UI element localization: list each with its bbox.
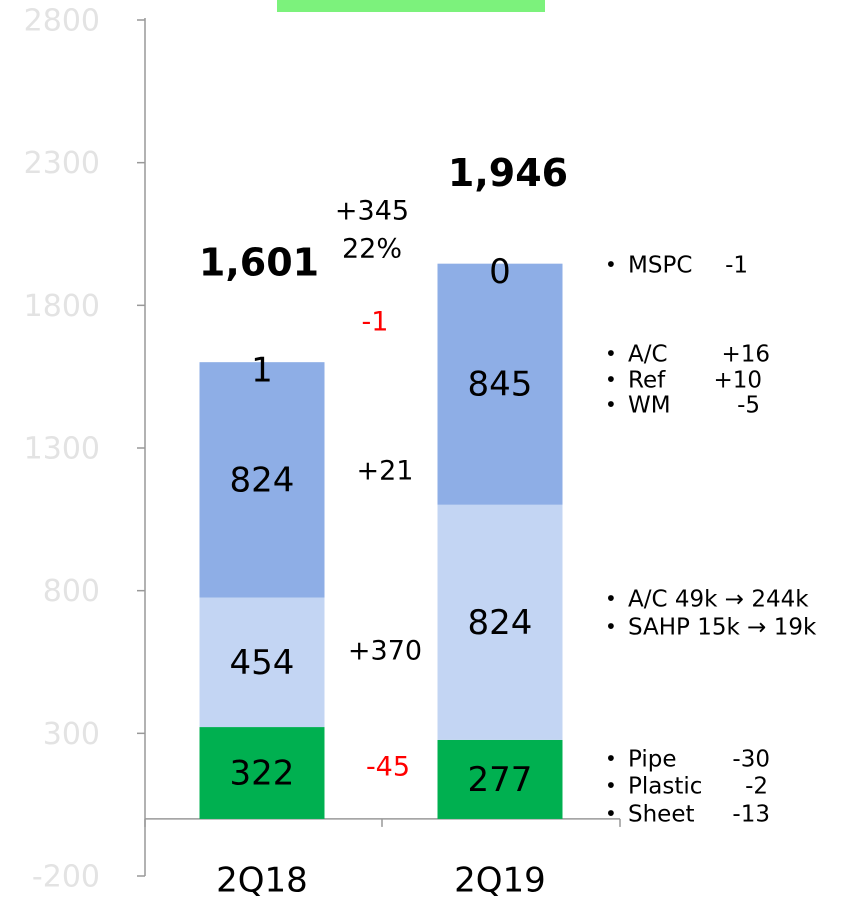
- annotation: -45: [366, 752, 410, 783]
- y-tick-label: 1800: [24, 289, 100, 324]
- segment-label: 322: [230, 753, 295, 793]
- note-bullet: •: [605, 253, 617, 277]
- note-label: SAHP 15k → 19k: [628, 615, 817, 641]
- bar-segment: [437, 739, 563, 819]
- note-value: +16: [721, 342, 770, 368]
- note-bullet: •: [605, 587, 617, 611]
- segment-label: 454: [230, 643, 295, 683]
- note-bullet: •: [605, 615, 617, 639]
- note-value: -5: [737, 393, 760, 419]
- segment-label: 0: [489, 252, 511, 292]
- note-label: Ref: [628, 368, 666, 394]
- note-bullet: •: [605, 368, 617, 392]
- y-tick-label: -200: [32, 860, 100, 895]
- title-box: [277, 0, 545, 12]
- x-tick-label: 2Q18: [216, 861, 308, 901]
- note-label: MSPC: [628, 253, 692, 279]
- note-value: -30: [732, 747, 770, 773]
- y-tick-label: 2800: [24, 4, 100, 39]
- y-tick-label: 2300: [24, 146, 100, 181]
- segment-label: 824: [230, 460, 295, 500]
- y-tick-label: 800: [43, 574, 100, 609]
- segment-label: 824: [468, 603, 533, 643]
- note-value: -2: [745, 774, 768, 800]
- note-label: Sheet: [628, 802, 695, 828]
- note-bullet: •: [605, 342, 617, 366]
- note-value: +10: [713, 368, 762, 394]
- annotation: +21: [357, 456, 414, 487]
- bar-segment: [437, 263, 563, 505]
- note-bullet: •: [605, 802, 617, 826]
- total-label: 1,601: [199, 241, 319, 285]
- y-tick-label: 1300: [24, 432, 100, 467]
- note-label: Pipe: [628, 747, 677, 773]
- annotation: +370: [348, 636, 422, 667]
- bar-segment: [437, 504, 563, 740]
- segment-label: 845: [468, 365, 533, 405]
- note-label: WM: [628, 393, 671, 419]
- segment-label: 1: [251, 351, 273, 391]
- note-label: A/C 49k → 244k: [628, 587, 809, 613]
- annotation: -1: [362, 307, 389, 338]
- note-value: -1: [725, 253, 748, 279]
- annotation: +345: [335, 196, 409, 227]
- segment-label: 277: [468, 760, 533, 800]
- note-label: A/C: [628, 342, 668, 368]
- note-bullet: •: [605, 393, 617, 417]
- annotation: 22%: [342, 234, 402, 265]
- x-tick-label: 2Q19: [454, 861, 546, 901]
- note-bullet: •: [605, 747, 617, 771]
- note-label: Plastic: [628, 774, 702, 800]
- note-bullet: •: [605, 774, 617, 798]
- note-value: -13: [732, 802, 770, 828]
- bar-segment: [199, 362, 325, 598]
- total-label: 1,946: [448, 151, 568, 195]
- bar-segment: [199, 597, 325, 728]
- bar-segment: [199, 727, 325, 819]
- y-tick-label: 300: [43, 717, 100, 752]
